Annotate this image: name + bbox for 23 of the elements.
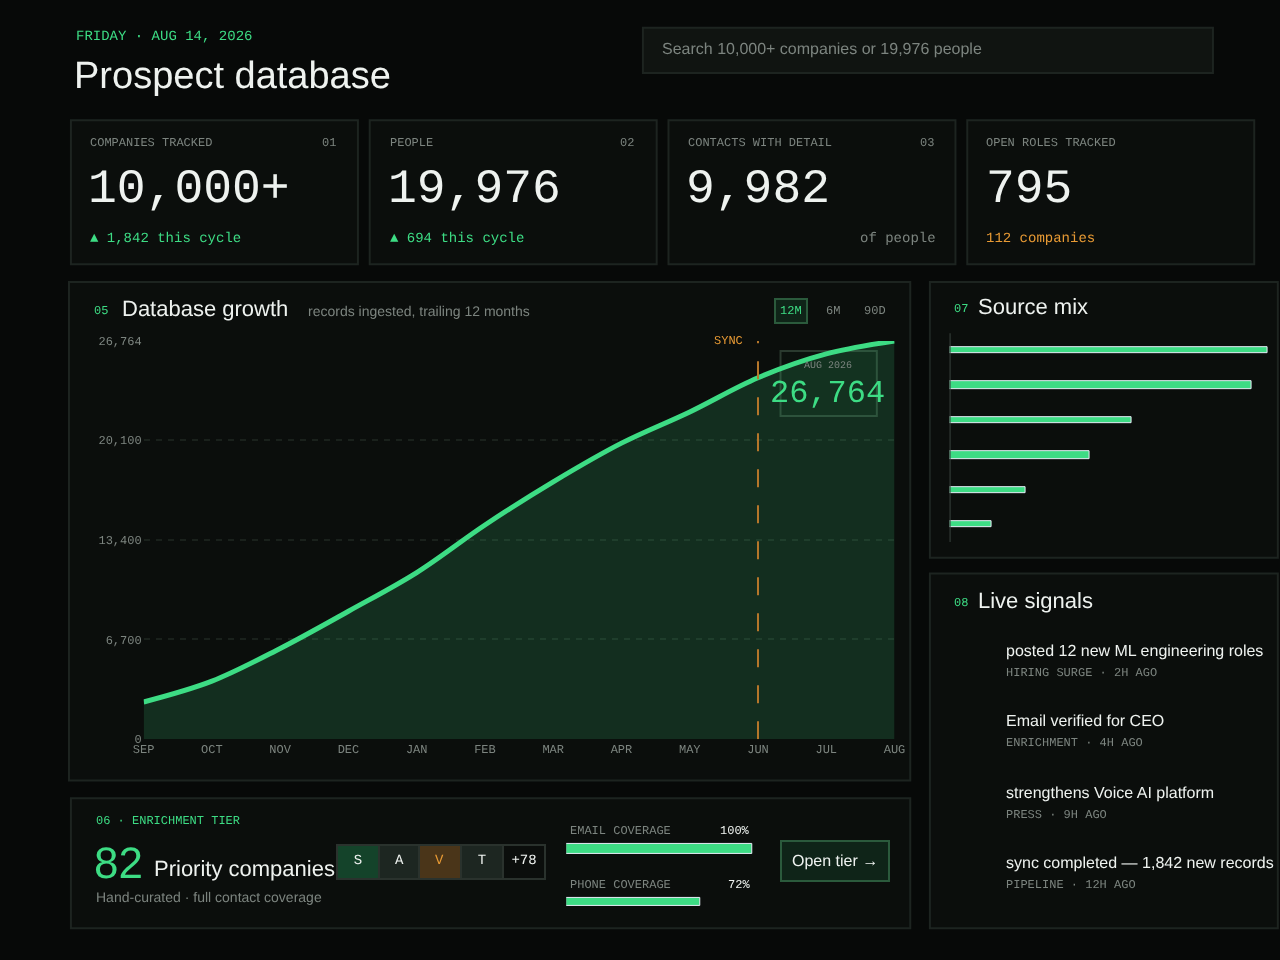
text: strengthens Voice AI platform [1006, 784, 1215, 802]
text: posted 12 new ML engineering roles [1006, 642, 1264, 660]
annotation: 26,764 [770, 376, 886, 412]
bar [949, 450, 1090, 460]
text: 10,000+ [88, 164, 290, 218]
text: Search 10,000+ companies or 19,976 people [662, 40, 983, 58]
bar [949, 346, 1268, 354]
text: sync completed — 1,842 new records [1006, 854, 1274, 872]
text: 82 [94, 838, 143, 888]
text: 9,982 [686, 164, 831, 218]
text: Priority companies [154, 858, 336, 882]
text: Prospect database [74, 56, 391, 98]
bar [949, 380, 1252, 390]
text: Open tier → [792, 852, 879, 870]
text: Email verified for CEO [1006, 712, 1165, 730]
bar [949, 486, 1026, 494]
text: Live signals [978, 590, 1094, 614]
bar [949, 416, 1132, 424]
text: 795 [986, 164, 1073, 218]
text: 19,976 [388, 164, 561, 218]
bar [949, 520, 992, 528]
chart-title: Database growth [122, 298, 289, 322]
chart-title: Source mix [978, 296, 1090, 320]
